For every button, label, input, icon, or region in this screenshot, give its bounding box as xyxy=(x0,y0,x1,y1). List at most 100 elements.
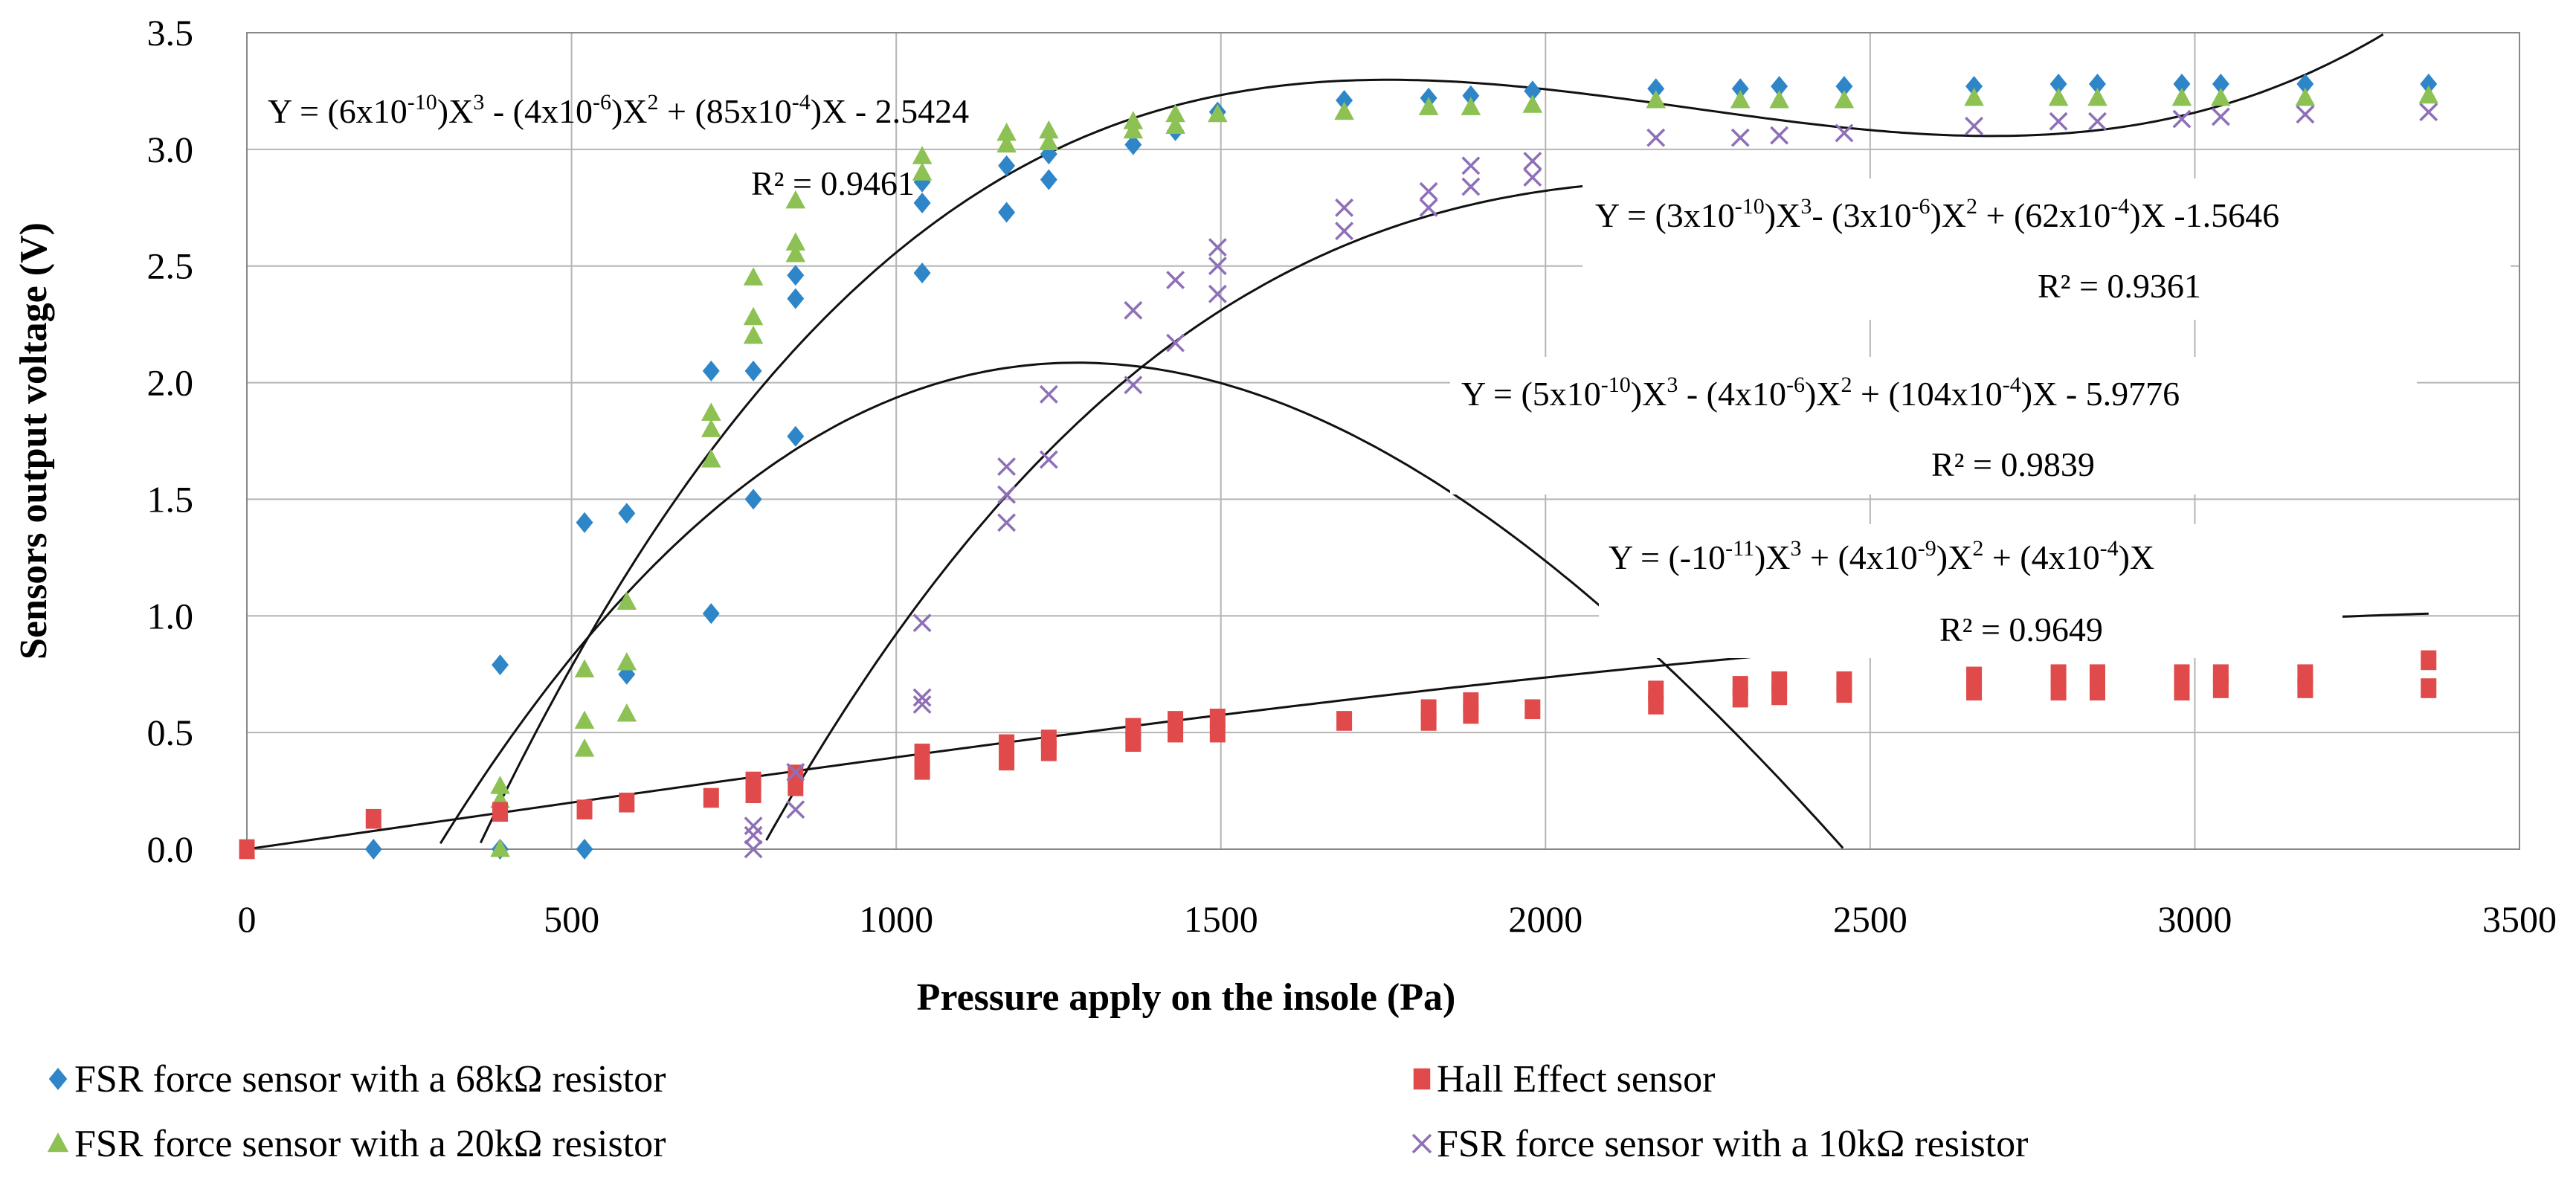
legend-triangle-marker xyxy=(47,1132,69,1153)
x-point xyxy=(997,485,1017,504)
r-squared-label: R² = 0.9361 xyxy=(2038,267,2201,305)
legend-label: FSR force sensor with a 10kΩ resistor xyxy=(1437,1123,2028,1165)
triangle-point xyxy=(616,591,637,610)
equation-part: Y = (3x10 xyxy=(1595,196,1735,234)
triangle-point xyxy=(743,325,764,344)
x-point xyxy=(744,840,763,859)
diamond-point xyxy=(1040,169,1057,190)
series-x xyxy=(744,103,2438,859)
equation-text: Y = (6x10-10)X3 - (4x10-6)X2 + (85x10-4)… xyxy=(268,90,969,130)
diamond-point xyxy=(576,839,593,860)
triangle-point xyxy=(1964,87,1984,106)
triangle-point xyxy=(1208,103,1228,123)
square-point xyxy=(914,744,930,764)
x-point xyxy=(1646,128,1666,147)
square-point xyxy=(2089,664,2105,685)
y-tick-label: 0.5 xyxy=(147,712,194,753)
x-point xyxy=(1124,376,1143,395)
triangle-point xyxy=(785,244,806,262)
y-tick-label: 3.5 xyxy=(147,12,194,54)
equation-superscript: -10 xyxy=(408,90,437,115)
x-point xyxy=(1208,284,1227,303)
triangle-point xyxy=(2171,87,2192,106)
square-point xyxy=(1771,671,1788,692)
equation-part: )X xyxy=(1930,196,1966,234)
equation-superscript: -10 xyxy=(1735,194,1765,219)
diamond-point xyxy=(998,155,1016,176)
x-point xyxy=(2419,103,2438,122)
triangle-point xyxy=(785,190,806,209)
diamond-point xyxy=(1462,85,1480,106)
triangle-point xyxy=(1730,89,1751,109)
x-point xyxy=(1835,123,1854,143)
triangle-point xyxy=(616,703,637,722)
diamond-point xyxy=(576,512,593,533)
triangle-point xyxy=(490,839,510,857)
square-point xyxy=(745,771,761,792)
triangle-point xyxy=(2087,87,2108,106)
equation-part: )X - 2.5424 xyxy=(811,92,969,130)
equation-background xyxy=(1599,524,2342,658)
r-squared-label: R² = 0.9461 xyxy=(751,164,915,202)
equation-superscript: -4 xyxy=(2110,194,2129,219)
x-point xyxy=(912,695,932,714)
diamond-point xyxy=(2420,74,2438,95)
x-point xyxy=(1335,198,1354,217)
equation-part: )X -1.5646 xyxy=(2129,196,2279,234)
triangle-point xyxy=(1418,97,1439,115)
square-point xyxy=(2297,664,2313,685)
legend-item: FSR force sensor with a 10kΩ resistor xyxy=(1411,1123,2028,1165)
legend-item: FSR force sensor with a 68kΩ resistor xyxy=(48,1058,666,1101)
triangle-point xyxy=(1334,101,1354,120)
diamond-point xyxy=(1336,89,1353,111)
legend-label: FSR force sensor with a 20kΩ resistor xyxy=(74,1123,666,1165)
equation-eq3: Y = (5x10-10)X3 - (4x10-6)X2 + (104x10-4… xyxy=(1450,357,2417,494)
x-point xyxy=(1419,181,1438,201)
x-point xyxy=(744,816,763,836)
triangle-point xyxy=(785,232,806,251)
triangle-point xyxy=(701,449,721,468)
diamond-point xyxy=(1771,76,1788,97)
square-point xyxy=(703,787,719,808)
square-point xyxy=(576,799,593,819)
triangle-point xyxy=(1769,89,1789,109)
triangle-point xyxy=(2295,87,2316,106)
triangle-point xyxy=(996,122,1017,141)
triangle-point xyxy=(1039,120,1059,139)
square-point xyxy=(1732,676,1748,696)
square-point xyxy=(1125,718,1142,738)
legend-item: FSR force sensor with a 20kΩ resistor xyxy=(47,1123,666,1165)
triangle-point xyxy=(2418,85,2439,104)
diamond-point xyxy=(2212,74,2229,95)
x-axis-title: Pressure apply on the insole (Pa) xyxy=(917,976,1456,1019)
triangle-point xyxy=(743,306,764,326)
square-point xyxy=(999,734,1015,755)
triangle-point xyxy=(1165,115,1185,134)
x-point xyxy=(997,457,1017,476)
y-tick-label: 1.0 xyxy=(147,595,194,637)
square-point xyxy=(1836,671,1852,692)
equation-part: - (4x10 xyxy=(1678,375,1786,413)
equation-part: )X - 5.9776 xyxy=(2021,375,2180,413)
square-point xyxy=(492,802,509,822)
equation-part: )X xyxy=(1765,196,1801,234)
x-tick-label: 2000 xyxy=(1508,898,1582,940)
legend-item: Hall Effect sensor xyxy=(1413,1058,1715,1101)
square-point xyxy=(914,760,930,780)
diamond-point xyxy=(702,603,720,625)
equation-text: Y = (5x10-10)X3 - (4x10-6)X2 + (104x10-4… xyxy=(1461,373,2180,413)
legend-x-marker xyxy=(1411,1133,1432,1154)
square-point xyxy=(2421,678,2437,698)
triangle-point xyxy=(1165,103,1185,123)
x-point xyxy=(786,800,805,819)
x-point xyxy=(1039,450,1058,469)
triangle-point xyxy=(1123,111,1144,129)
triangle-point xyxy=(912,162,933,181)
x-point xyxy=(1166,271,1185,289)
x-point xyxy=(1965,117,1983,135)
x-tick-label: 3500 xyxy=(2482,898,2557,940)
equation-part: Y = (-10 xyxy=(1609,538,1725,576)
square-point xyxy=(2089,680,2105,700)
x-point xyxy=(1523,152,1542,170)
equation-superscript: 2 xyxy=(1841,373,1852,397)
